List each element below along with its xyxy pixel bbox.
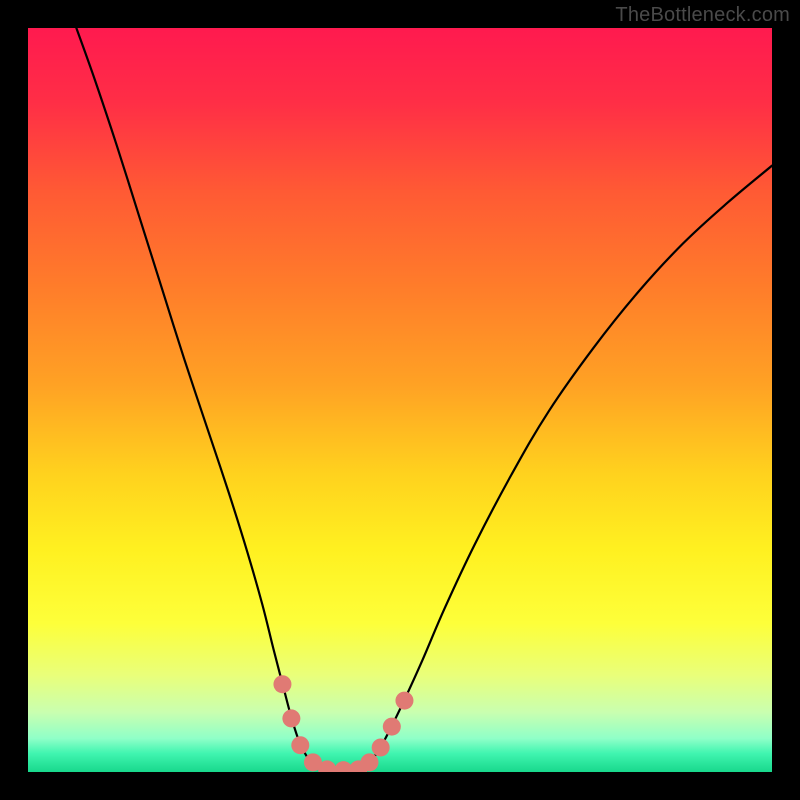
outer-frame: TheBottleneck.com	[0, 0, 800, 800]
curve-marker	[395, 692, 413, 710]
curve-marker	[383, 718, 401, 736]
chart-svg	[28, 28, 772, 772]
curve-marker	[291, 736, 309, 754]
curve-marker	[372, 738, 390, 756]
chart-background	[28, 28, 772, 772]
curve-marker	[282, 709, 300, 727]
watermark-text: TheBottleneck.com	[615, 4, 790, 27]
curve-marker	[273, 675, 291, 693]
curve-marker	[361, 753, 379, 771]
plot-area	[28, 28, 772, 772]
